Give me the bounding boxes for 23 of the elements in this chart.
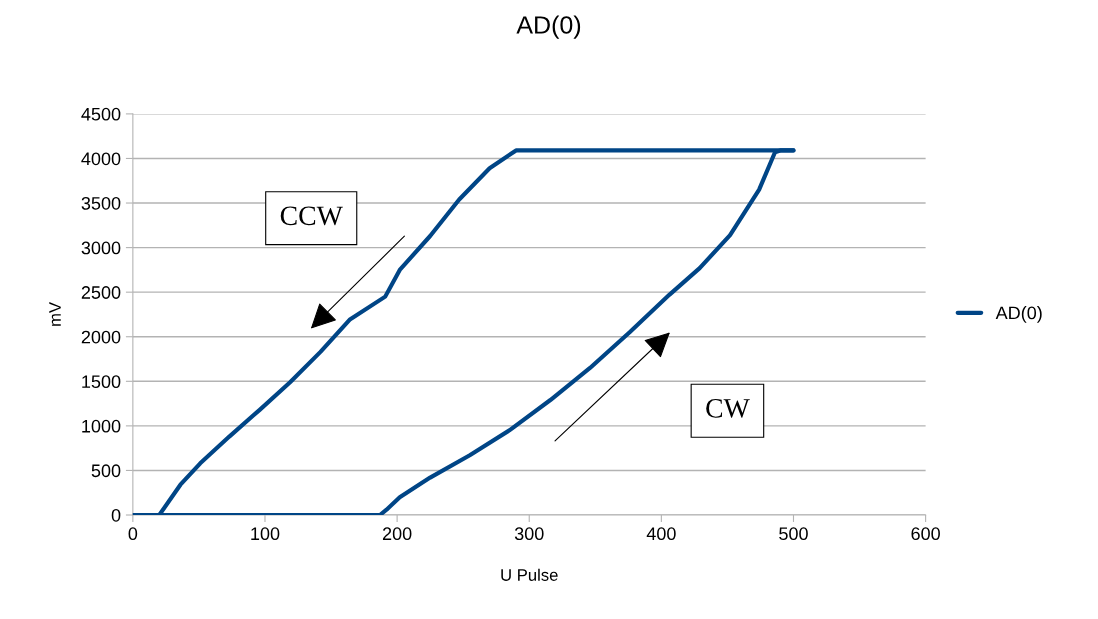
x-axis-title: U Pulse bbox=[501, 568, 558, 581]
y-axis-title: mV bbox=[49, 302, 61, 326]
y-tick-label: 2000 bbox=[81, 330, 121, 344]
x-tick-label: 100 bbox=[251, 527, 280, 541]
x-tick-label: 400 bbox=[646, 527, 676, 541]
y-tick-label: 1500 bbox=[82, 375, 121, 389]
chart-title: AD(0) bbox=[516, 15, 581, 39]
x-tick-label: 200 bbox=[382, 527, 412, 541]
x-tick-label: 600 bbox=[911, 527, 940, 541]
y-tick-label: 3500 bbox=[81, 196, 121, 210]
y-tick-label: 4500 bbox=[81, 107, 121, 121]
legend-label: AD(0) bbox=[995, 306, 1042, 323]
annotation: CCW bbox=[280, 206, 343, 226]
x-tick-label: 500 bbox=[779, 527, 808, 541]
y-tick-label: 4000 bbox=[81, 152, 121, 166]
y-tick-label: 500 bbox=[91, 464, 121, 478]
x-tick-label: 0 bbox=[128, 527, 138, 541]
annotation: CW bbox=[706, 399, 750, 418]
y-tick-label: 1000 bbox=[82, 419, 121, 433]
x-tick-label: 300 bbox=[514, 527, 544, 541]
y-tick-label: 0 bbox=[111, 508, 121, 522]
y-tick-label: 2500 bbox=[81, 286, 121, 299]
y-tick-label: 3000 bbox=[81, 241, 121, 255]
